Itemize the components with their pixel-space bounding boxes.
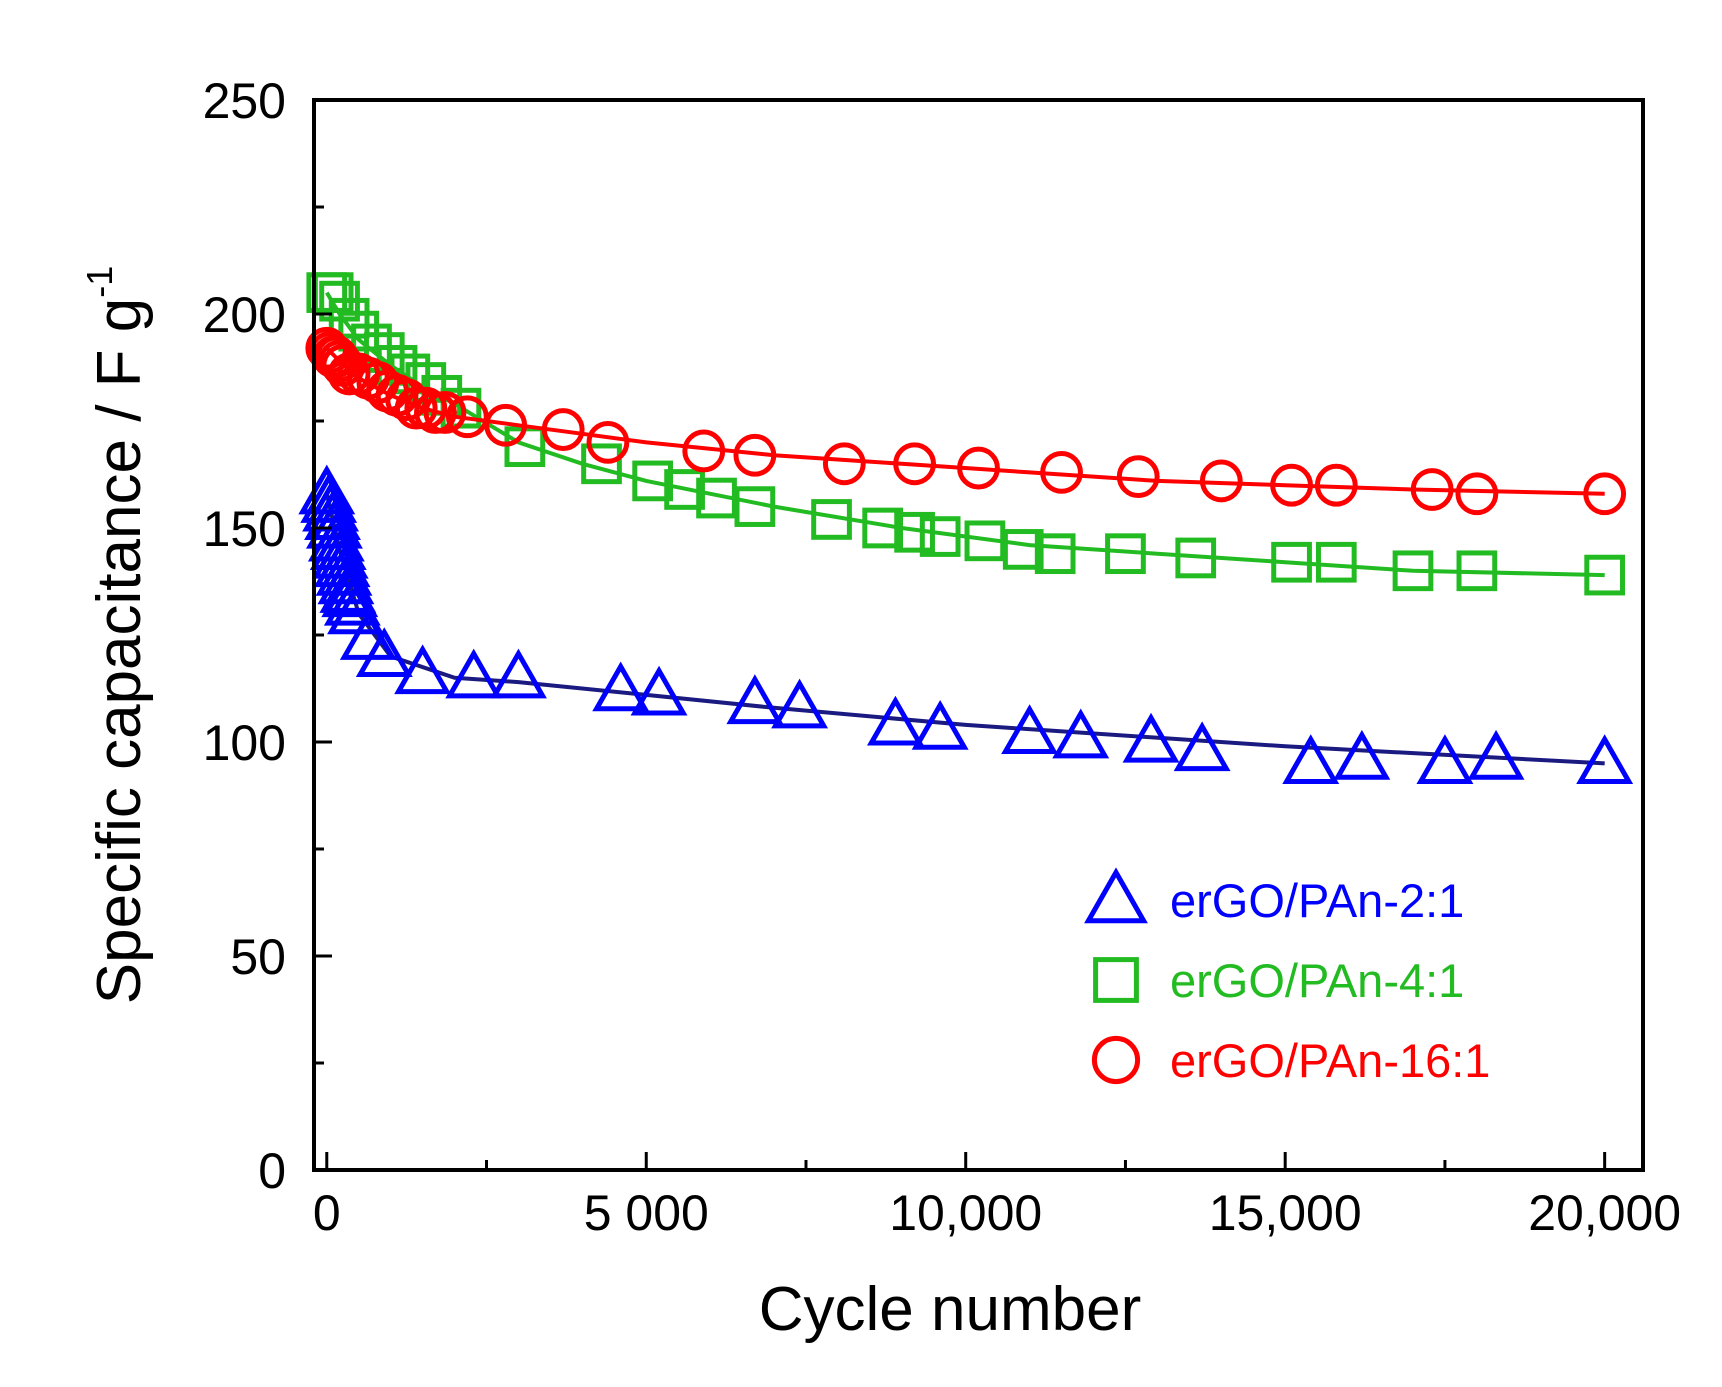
series-1-point-29	[1392, 550, 1434, 592]
legend-marker-0	[1084, 867, 1148, 924]
series-0-point-17	[394, 644, 452, 695]
ticks-layer: 0 5 000 10,000 15,000 20,000 0 50 100 150 200 250	[203, 73, 1682, 1241]
legend-label-2: erGO/PAn-16:1	[1170, 1034, 1490, 1087]
x-tick-label-0: 0	[313, 1185, 341, 1241]
series-0-point-6	[309, 520, 367, 571]
legend-marker-2	[1091, 1035, 1141, 1085]
legend-marker-1	[1093, 957, 1139, 1003]
series-1-point-13	[581, 443, 622, 485]
series-2-point-29	[1270, 463, 1313, 507]
series-1-point-19	[862, 507, 904, 549]
y-tick-label-2: 100	[203, 715, 286, 771]
y-axis-title-superscript: -1	[79, 266, 120, 298]
legend-item-2: erGO/PAn-16:1	[1091, 1034, 1490, 1087]
legend-item-1: erGO/PAn-4:1	[1093, 954, 1464, 1007]
series-2-point-12	[385, 378, 429, 422]
series-0-point-16	[355, 627, 413, 678]
y-tick-label-5: 250	[203, 73, 286, 129]
series-2-point-28	[1199, 459, 1243, 503]
series-2-point-30	[1314, 463, 1358, 507]
series-2-point-19	[541, 408, 585, 451]
legend-item-0: erGO/PAn-2:1	[1084, 867, 1464, 927]
y-axis-title-main: Specific capacitance / F g	[85, 298, 154, 1004]
series-2-point-26	[1040, 450, 1083, 494]
y-axis-title: Specific capacitance / F g-1	[79, 266, 154, 1004]
series-0	[298, 464, 1634, 785]
series-layer	[298, 272, 1634, 785]
series-1-fit-line	[325, 291, 1605, 578]
series-2-point-27	[1116, 455, 1160, 499]
series-2	[305, 326, 1627, 516]
series-2-point-23	[822, 442, 866, 486]
y-tick-label-1: 50	[230, 929, 286, 985]
series-0-point-14	[327, 584, 384, 635]
series-0-point-7	[311, 528, 369, 579]
x-axis-title: Cycle number	[759, 1275, 1141, 1344]
series-1-point-3	[328, 297, 370, 339]
series-1-point-21	[919, 516, 961, 557]
series-0-point-31	[1333, 729, 1391, 780]
series-1-point-4	[338, 310, 380, 352]
series-2-point-25	[957, 446, 1000, 490]
series-0-point-19	[490, 648, 547, 699]
series-0-point-27	[1052, 708, 1110, 759]
series-1-point-14	[632, 460, 673, 502]
y-tick-label-3: 150	[203, 501, 286, 557]
series-2-point-33	[1583, 472, 1627, 516]
series-2-point-22	[733, 433, 777, 477]
series-1-point-17	[734, 486, 776, 527]
series-0-point-21	[630, 665, 688, 716]
series-0-point-5	[307, 511, 365, 562]
series-2-point-18	[484, 403, 528, 447]
series-0-point-30	[1282, 734, 1340, 785]
series-1-point-23	[1002, 529, 1044, 570]
series-0-point-24	[866, 695, 924, 746]
series-1-point-18	[811, 499, 852, 540]
series-1-point-20	[894, 511, 935, 553]
x-tick-label-1: 5 000	[584, 1185, 709, 1241]
series-1-point-15	[664, 469, 705, 510]
legend: erGO/PAn-2:1 erGO/PAn-4:1 erGO/PAn-16:1	[1084, 867, 1490, 1087]
series-0-point-1	[300, 473, 358, 523]
series-2-point-24	[893, 442, 937, 486]
series-0-point-26	[1001, 704, 1059, 755]
series-0-point-33	[1467, 729, 1525, 780]
series-1-point-24	[1034, 533, 1076, 575]
series-0-point-18	[445, 648, 503, 699]
series-2-point-21	[682, 429, 726, 473]
series-1-point-22	[964, 520, 1006, 562]
legend-label-1: erGO/PAn-4:1	[1170, 954, 1464, 1007]
series-0-point-23	[771, 678, 829, 729]
series-0-point-29	[1173, 721, 1231, 772]
x-tick-label-3: 15,000	[1209, 1185, 1362, 1241]
series-1-point-30	[1456, 550, 1498, 592]
series-2-point-20	[586, 421, 630, 464]
series-1-point-26	[1175, 537, 1217, 579]
series-1-point-27	[1271, 541, 1312, 583]
series-0-point-32	[1416, 734, 1474, 785]
x-tick-label-2: 10,000	[889, 1185, 1042, 1241]
y-tick-label-4: 200	[203, 287, 286, 343]
series-1-point-28	[1315, 541, 1357, 583]
series-2-point-16	[423, 391, 467, 434]
legend-label-0: erGO/PAn-2:1	[1170, 874, 1464, 927]
series-0-point-34	[1576, 734, 1634, 785]
series-1-point-16	[696, 477, 737, 519]
series-0-point-25	[911, 699, 969, 750]
series-1-point-25	[1105, 533, 1146, 575]
series-0-point-20	[592, 661, 650, 712]
series-1-point-31	[1584, 554, 1626, 596]
x-tick-label-4: 20,000	[1528, 1185, 1681, 1241]
series-0-point-22	[726, 674, 784, 725]
series-2-point-31	[1410, 468, 1454, 511]
series-0-point-28	[1122, 712, 1180, 763]
y-tick-label-0: 0	[258, 1143, 286, 1199]
series-2-point-32	[1455, 472, 1499, 516]
